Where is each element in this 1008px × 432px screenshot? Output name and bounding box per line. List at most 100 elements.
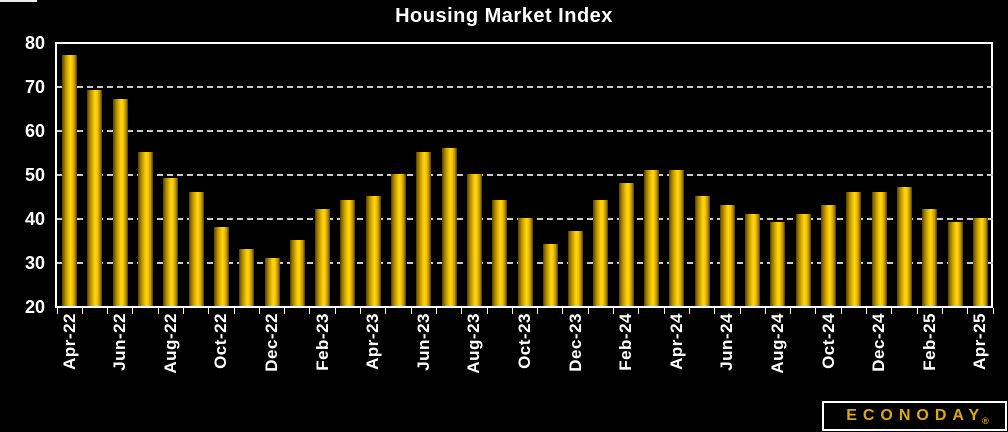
- bar-Oct-23: [517, 218, 533, 306]
- x-axis-tick: [663, 308, 665, 314]
- x-tick-label-Apr-25: Apr-25: [970, 313, 990, 370]
- x-axis-line: [55, 306, 993, 308]
- y-tick-label-50: 50: [24, 165, 45, 185]
- bar-Aug-23: [466, 174, 482, 306]
- bar-Mar-25: [947, 222, 963, 306]
- bar-Apr-23: [365, 196, 381, 306]
- x-axis-tick: [587, 308, 589, 314]
- bar-May-24: [694, 196, 710, 306]
- x-tick-label-Jun-24: Jun-24: [717, 313, 737, 371]
- x-axis-tick: [385, 308, 387, 314]
- bar-Jul-24: [745, 213, 761, 306]
- x-axis-tick: [56, 308, 58, 314]
- bar-Dec-23: [568, 231, 584, 306]
- bar-Jan-25: [896, 187, 912, 306]
- x-axis-tick: [258, 308, 260, 314]
- bar-Apr-24: [669, 169, 685, 306]
- x-axis-tick: [107, 308, 109, 314]
- y-tick-label-60: 60: [24, 121, 45, 141]
- gridline-70: [57, 86, 993, 88]
- x-axis-tick: [132, 308, 134, 314]
- x-tick-label-Oct-23: Oct-23: [515, 313, 534, 369]
- bar-Jan-23: [289, 240, 305, 306]
- x-axis-tick: [435, 308, 437, 314]
- x-axis-tick: [840, 308, 842, 314]
- x-axis-tick: [81, 308, 83, 314]
- x-axis-tick: [360, 308, 362, 314]
- bar-Apr-22: [62, 55, 78, 306]
- y-tick-label-80: 80: [24, 33, 45, 53]
- x-tick-label-Feb-24: Feb-24: [616, 313, 636, 371]
- x-axis-tick: [764, 308, 766, 314]
- plot-border-top: [55, 42, 993, 44]
- x-axis-tick: [410, 308, 412, 314]
- x-axis-tick: [157, 308, 159, 314]
- bar-Sep-24: [795, 213, 811, 306]
- x-axis-tick: [613, 308, 615, 314]
- bar-May-22: [87, 90, 103, 306]
- x-tick-label-Feb-23: Feb-23: [312, 313, 332, 371]
- x-axis-tick: [916, 308, 918, 314]
- x-axis-tick: [714, 308, 716, 314]
- bar-Jul-23: [441, 147, 457, 306]
- x-axis-tick: [992, 308, 994, 314]
- x-axis-tick: [537, 308, 539, 314]
- x-tick-label-Apr-22: Apr-22: [59, 313, 79, 370]
- x-axis-tick: [815, 308, 817, 314]
- bar-Nov-23: [542, 244, 558, 306]
- bar-Oct-24: [821, 204, 837, 306]
- bar-May-23: [391, 174, 406, 306]
- x-tick-label-Jun-22: Jun-22: [110, 313, 130, 371]
- x-tick-label-Apr-24: Apr-24: [666, 313, 686, 370]
- x-axis-tick: [562, 308, 564, 314]
- bar-Feb-25: [922, 209, 938, 306]
- bar-Jun-24: [719, 204, 735, 306]
- bar-Jul-22: [138, 152, 154, 306]
- x-axis-tick: [866, 308, 867, 314]
- top-left-border-fragment: [0, 0, 37, 2]
- x-tick-label-Aug-23: Aug-23: [464, 313, 484, 374]
- bar-Aug-22: [163, 178, 179, 306]
- econoday-logo: ECONODAY ®: [822, 401, 1007, 431]
- bar-Dec-24: [871, 191, 887, 306]
- bar-Sep-22: [188, 191, 204, 306]
- x-tick-label-Oct-24: Oct-24: [818, 313, 838, 369]
- x-tick-label-Oct-22: Oct-22: [211, 313, 231, 369]
- x-axis-tick: [284, 308, 286, 314]
- x-axis-tick: [739, 308, 741, 314]
- x-axis-tick: [790, 308, 792, 314]
- x-axis-tick: [941, 308, 943, 314]
- bar-Jun-22: [112, 99, 128, 306]
- y-tick-label-40: 40: [24, 209, 45, 229]
- bar-Nov-22: [239, 248, 255, 306]
- bar-Sep-23: [492, 200, 508, 306]
- gridline-50: [57, 174, 993, 176]
- y-tick-label-30: 30: [24, 253, 45, 273]
- x-tick-label-Jun-23: Jun-23: [413, 313, 433, 371]
- x-axis-tick: [638, 308, 640, 314]
- chart-title: Housing Market Index: [395, 5, 613, 27]
- x-tick-label-Dec-22: Dec-22: [262, 313, 282, 372]
- x-axis-tick: [967, 308, 969, 314]
- x-axis-tick: [511, 308, 513, 314]
- plot-border-left: [55, 42, 57, 308]
- bar-Jun-23: [416, 152, 432, 306]
- x-tick-label-Aug-22: Aug-22: [160, 313, 180, 374]
- x-tick-label-Apr-23: Apr-23: [363, 313, 383, 370]
- x-tick-label-Dec-24: Dec-24: [869, 313, 889, 372]
- bar-Feb-24: [618, 182, 634, 306]
- x-axis-tick: [461, 308, 463, 314]
- bar-Mar-23: [340, 200, 356, 306]
- econoday-logo-text: ECONODAY: [846, 407, 986, 424]
- gridline-60: [57, 130, 993, 132]
- x-axis-tick: [688, 308, 690, 314]
- x-axis-tick: [182, 308, 184, 314]
- y-tick-label-70: 70: [24, 77, 45, 97]
- bar-Feb-23: [315, 209, 331, 306]
- x-axis-tick: [891, 308, 893, 314]
- bar-Nov-24: [846, 191, 862, 306]
- x-axis-tick: [208, 308, 210, 314]
- x-axis-tick: [486, 308, 488, 314]
- bar-Dec-22: [264, 257, 280, 306]
